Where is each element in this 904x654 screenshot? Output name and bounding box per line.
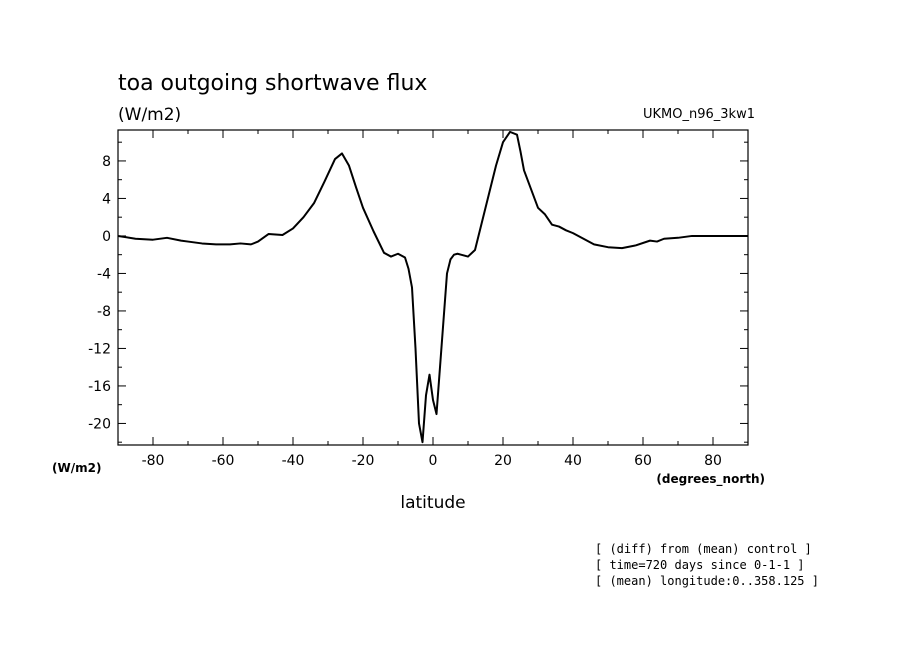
- y-tick-label: 4: [102, 191, 111, 207]
- chart-title: toa outgoing shortwave flux: [118, 71, 427, 96]
- x-axis-units: (degrees_north): [656, 472, 765, 487]
- y-tick-label: -4: [97, 266, 111, 282]
- x-tick-label: -80: [142, 453, 165, 469]
- y-tick-label: -20: [88, 416, 111, 432]
- footnote-diff: [ (diff) from (mean) control ]: [595, 542, 812, 556]
- series-line: [118, 130, 748, 444]
- x-tick-label: -40: [282, 453, 305, 469]
- chart-units-label: (W/m2): [118, 105, 181, 125]
- footnote-time: [ time=720 days since 0-1-1 ]: [595, 558, 805, 572]
- x-tick-label: -20: [352, 453, 375, 469]
- y-axis-units: (W/m2): [52, 461, 101, 475]
- x-tick-label: 0: [429, 453, 438, 469]
- x-axis-label: latitude: [400, 493, 465, 513]
- x-tick-label: 20: [494, 453, 512, 469]
- y-tick-label: -8: [97, 304, 111, 320]
- x-tick-label: 40: [564, 453, 582, 469]
- y-tick-label: 8: [102, 154, 111, 170]
- x-tick-label: 80: [704, 453, 722, 469]
- x-tick-label: 60: [634, 453, 652, 469]
- axis-ticks: [118, 130, 749, 445]
- series-group: [118, 130, 748, 444]
- y-tick-label: 0: [102, 229, 111, 245]
- footnotes: [ (diff) from (mean) control ] [ time=72…: [595, 542, 819, 588]
- x-tick-label: -60: [212, 453, 235, 469]
- footnote-longitude: [ (mean) longitude:0..358.125 ]: [595, 574, 819, 588]
- y-tick-label: -16: [88, 379, 111, 395]
- model-label: UKMO_n96_3kw1: [643, 107, 755, 122]
- y-tick-label: -12: [88, 341, 111, 357]
